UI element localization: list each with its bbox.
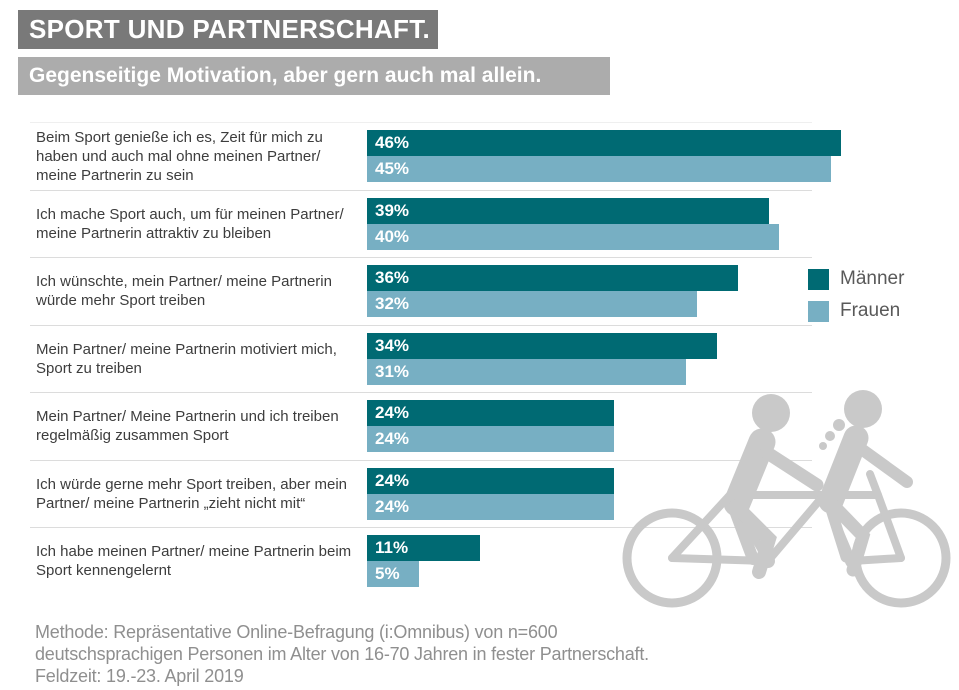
legend-label-frauen: Frauen xyxy=(840,300,901,321)
frauen-color-swatch xyxy=(808,300,829,322)
statement-label: Ich würde gerne mehr Sport treiben, aber… xyxy=(36,475,347,512)
legend-item-maenner: Männer xyxy=(808,268,904,290)
bar-value-label: 32% xyxy=(375,294,410,314)
bar-value-label: 34% xyxy=(375,335,410,355)
bar-group: 34% 31% xyxy=(367,332,717,385)
bar-group: 24% 24% xyxy=(367,467,614,520)
legend-item-frauen: Frauen xyxy=(808,300,904,322)
bar-value-label: 24% xyxy=(375,403,410,423)
methodology-note: Methode: Repräsentative Online-Befragung… xyxy=(35,621,649,687)
maenner-color-swatch xyxy=(808,268,829,290)
statement-label: Mein Partner/ Meine Partnerin und ich tr… xyxy=(36,408,339,445)
chart-row: Mein Partner/ meine Partnerin motiviert … xyxy=(30,324,812,393)
bar-chart: Beim Sport genieße ich es, Zeit für mich… xyxy=(30,122,841,595)
statement-label: Ich mache Sport auch, um für meinen Part… xyxy=(36,205,344,242)
methodology-line-3: Feldzeit: 19.-23. April 2019 xyxy=(35,666,244,686)
tandem-bicycle-icon xyxy=(622,390,951,608)
statement-label: Ich habe meinen Partner/ meine Partnerin… xyxy=(36,543,352,580)
bar-maenner: 24% xyxy=(367,467,614,494)
bar-frauen: 5% xyxy=(367,561,419,588)
bar-frauen: 24% xyxy=(367,493,614,520)
chart-row: Ich mache Sport auch, um für meinen Part… xyxy=(30,189,812,258)
bar-maenner: 46% xyxy=(367,130,841,157)
page-subtitle-text: Gegenseitige Motivation, aber gern auch … xyxy=(29,64,542,87)
bar-frauen: 32% xyxy=(367,291,697,318)
bar-maenner: 36% xyxy=(367,265,738,292)
bar-value-label: 5% xyxy=(375,564,400,584)
page-title-text: SPORT UND PARTNERSCHAFT. xyxy=(29,14,431,44)
chart-row: Beim Sport genieße ich es, Zeit für mich… xyxy=(30,122,841,190)
bar-group: 36% 32% xyxy=(367,265,738,318)
statement-label: Beim Sport genieße ich es, Zeit für mich… xyxy=(36,128,323,184)
bar-value-label: 11% xyxy=(375,538,409,558)
chart-row: Mein Partner/ Meine Partnerin und ich tr… xyxy=(30,392,812,460)
bar-value-label: 24% xyxy=(375,496,410,516)
chart-legend: Männer Frauen xyxy=(808,268,904,322)
bar-group: 24% 24% xyxy=(367,400,614,453)
bar-maenner: 24% xyxy=(367,400,614,427)
bar-value-label: 39% xyxy=(375,200,410,220)
bar-value-label: 24% xyxy=(375,470,410,490)
bar-value-label: 40% xyxy=(375,226,410,246)
legend-label-maenner: Männer xyxy=(840,268,905,289)
page-title: SPORT UND PARTNERSCHAFT. xyxy=(18,10,438,49)
bar-group: 46% 45% xyxy=(367,130,841,183)
bar-maenner: 34% xyxy=(367,332,717,359)
statement-label: Mein Partner/ meine Partnerin motiviert … xyxy=(36,340,337,377)
bar-maenner: 39% xyxy=(367,197,769,224)
bar-value-label: 46% xyxy=(375,133,410,153)
methodology-line-1: Methode: Repräsentative Online-Befragung… xyxy=(35,622,558,642)
chart-row: Ich habe meinen Partner/ meine Partnerin… xyxy=(30,527,812,595)
bar-value-label: 36% xyxy=(375,268,410,288)
chart-row: Ich würde gerne mehr Sport treiben, aber… xyxy=(30,459,812,528)
bar-value-label: 31% xyxy=(375,361,410,381)
page-subtitle: Gegenseitige Motivation, aber gern auch … xyxy=(18,57,610,95)
chart-row: Ich wünschte, mein Partner/ meine Partne… xyxy=(30,257,812,325)
bar-frauen: 45% xyxy=(367,156,831,183)
statement-label: Ich wünschte, mein Partner/ meine Partne… xyxy=(36,273,332,310)
bar-group: 39% 40% xyxy=(367,197,779,250)
bar-frauen: 40% xyxy=(367,223,779,250)
bar-frauen: 24% xyxy=(367,426,614,453)
bar-group: 11% 5% xyxy=(367,535,480,588)
bar-frauen: 31% xyxy=(367,358,686,385)
bar-value-label: 45% xyxy=(375,159,410,179)
bar-value-label: 24% xyxy=(375,429,410,449)
bar-maenner: 11% xyxy=(367,535,480,562)
methodology-line-2: deutschsprachigen Personen im Alter von … xyxy=(35,644,649,664)
